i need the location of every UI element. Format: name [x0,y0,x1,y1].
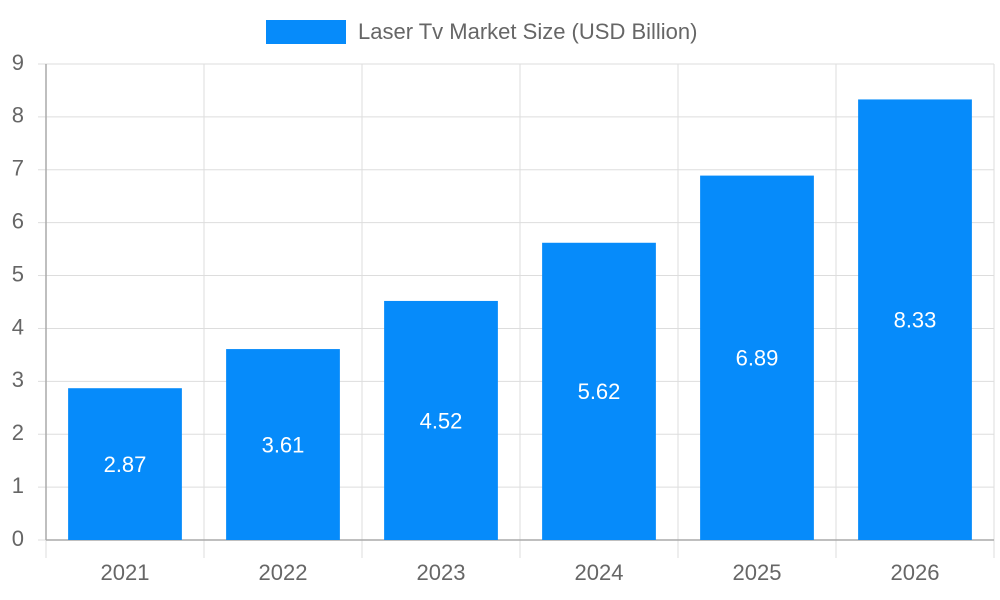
bar [384,300,498,540]
y-tick-label: 5 [12,261,24,286]
data-label: 3.61 [262,432,305,457]
y-tick-label: 9 [12,50,24,75]
data-label: 5.62 [578,379,621,404]
bar [858,99,972,541]
data-label: 4.52 [420,408,463,433]
x-tick-label: 2021 [101,560,150,585]
y-tick-label: 2 [12,420,24,445]
x-tick-label: 2022 [259,560,308,585]
y-tick-label: 7 [12,156,24,181]
bar [700,175,814,540]
y-tick-label: 0 [12,526,24,551]
legend-swatch [266,20,346,44]
x-tick-label: 2025 [733,560,782,585]
legend-label: Laser Tv Market Size (USD Billion) [358,19,697,44]
bar [542,242,656,540]
bar [226,349,340,540]
y-tick-label: 3 [12,367,24,392]
y-tick-label: 1 [12,473,24,498]
data-label: 6.89 [736,346,779,371]
x-tick-label: 2023 [417,560,466,585]
x-tick-label: 2026 [891,560,940,585]
data-label: 8.33 [894,308,937,333]
y-tick-label: 6 [12,208,24,233]
y-tick-label: 4 [12,314,24,339]
data-label: 2.87 [104,452,147,477]
y-tick-label: 8 [12,103,24,128]
bar [68,388,182,540]
x-tick-label: 2024 [575,560,624,585]
